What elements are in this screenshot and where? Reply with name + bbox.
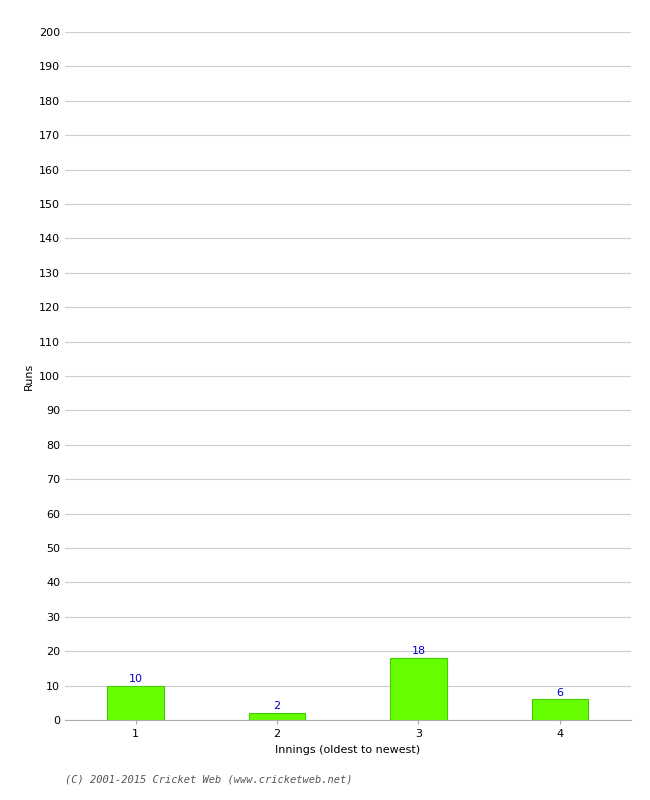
Bar <box>249 713 306 720</box>
Y-axis label: Runs: Runs <box>23 362 33 390</box>
Bar <box>107 686 164 720</box>
Text: 18: 18 <box>411 646 426 656</box>
Bar <box>532 699 588 720</box>
Text: 6: 6 <box>556 688 564 698</box>
Text: (C) 2001-2015 Cricket Web (www.cricketweb.net): (C) 2001-2015 Cricket Web (www.cricketwe… <box>65 774 352 784</box>
Bar <box>390 658 447 720</box>
X-axis label: Innings (oldest to newest): Innings (oldest to newest) <box>275 745 421 754</box>
Text: 2: 2 <box>274 702 281 711</box>
Text: 10: 10 <box>129 674 143 684</box>
